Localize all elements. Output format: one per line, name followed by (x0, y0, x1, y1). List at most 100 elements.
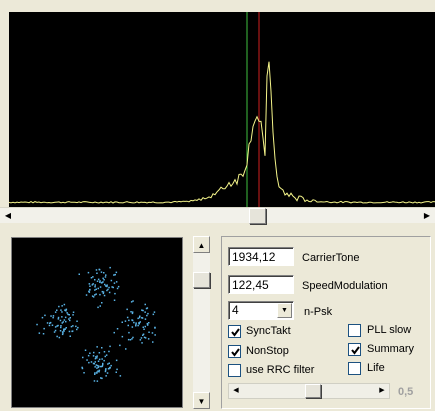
constellation-point (99, 280, 101, 282)
constellation-point (108, 362, 110, 364)
constellation-point (93, 363, 95, 365)
constellation-point (65, 308, 68, 311)
constellation-point (90, 277, 93, 279)
constellation-point (86, 359, 88, 361)
spectrum-display[interactable] (9, 12, 435, 207)
constellation-point (54, 329, 57, 332)
constellation-point (115, 359, 118, 362)
spectrum-scrollbar[interactable]: ◀ ▶ (0, 207, 435, 224)
constellation-point (103, 351, 106, 353)
constellation-point (70, 325, 73, 328)
constellation-point (90, 361, 93, 363)
constellation-point (131, 326, 134, 328)
carrier-tone-input[interactable] (228, 247, 294, 266)
constellation-point (142, 326, 144, 328)
constellation-point (85, 294, 88, 296)
constellation-point (144, 303, 146, 306)
constellation-point (125, 348, 127, 350)
constellation-point (97, 366, 100, 369)
spectrum-scroll-thumb[interactable] (249, 208, 266, 224)
constellation-point (116, 287, 119, 290)
constellation-point (113, 274, 115, 276)
scroll-right-arrow[interactable]: ▶ (423, 211, 431, 220)
life-checkbox[interactable] (348, 362, 361, 375)
constellation-point (88, 283, 91, 285)
constellation-point (143, 336, 146, 339)
constellation-point (130, 311, 132, 313)
chevron-down-icon[interactable]: ▼ (277, 303, 292, 318)
constellation-point (105, 274, 107, 276)
slider-right-arrow[interactable]: ▶ (379, 387, 385, 394)
constellation-point (104, 370, 107, 373)
constellation-point (104, 369, 107, 371)
constellation-point (130, 301, 133, 303)
controls-panel: CarrierTone SpeedModulation 4 ▼ n-Psk Sy… (221, 236, 431, 409)
constellation-point (138, 322, 140, 324)
constellation-point (92, 276, 94, 278)
vertical-scroll-thumb[interactable] (193, 272, 210, 288)
constellation-point (152, 341, 154, 343)
constellation-point (139, 315, 141, 317)
nonstop-label: NonStop (246, 345, 289, 357)
constellation-point (94, 284, 96, 286)
constellation-point (96, 355, 98, 357)
constellation-point (119, 344, 121, 347)
constellation-point (50, 315, 52, 317)
constellation-point (48, 324, 51, 327)
constellation-point (121, 335, 124, 338)
constellation-point (52, 316, 54, 319)
constellation-point (113, 299, 116, 301)
constellation-point (108, 291, 111, 294)
constellation-point (56, 335, 58, 338)
constellation-point (66, 312, 68, 314)
constellation-point (88, 361, 90, 364)
constellation-point (144, 318, 147, 320)
constellation-point (98, 369, 101, 372)
constellation-point (95, 364, 97, 366)
value-slider[interactable]: ◀ ▶ (228, 383, 390, 399)
constellation-point (109, 367, 111, 369)
scroll-left-arrow[interactable]: ◀ (4, 211, 12, 220)
constellation-point (104, 276, 107, 278)
constellation-point (94, 289, 96, 291)
constellation-point (112, 286, 114, 289)
constellation-point (97, 306, 99, 309)
scroll-down-arrow[interactable]: ▼ (193, 392, 210, 409)
constellation-point (109, 345, 111, 348)
constellation-point (61, 311, 63, 313)
constellation-point (68, 314, 70, 316)
constellation-point (110, 279, 113, 282)
constellation-point (64, 328, 66, 330)
slider-thumb[interactable] (305, 384, 321, 398)
nonstop-checkbox[interactable] (228, 345, 241, 358)
constellation-point (106, 285, 108, 288)
constellation-point (89, 289, 91, 291)
constellation-point (83, 372, 85, 374)
spectrum-trace (9, 61, 435, 204)
summary-checkbox[interactable] (348, 343, 361, 356)
constellation-point (69, 335, 71, 337)
constellation-point (93, 351, 95, 354)
constellation-point (95, 356, 97, 358)
constellation-point (65, 310, 67, 312)
scroll-up-arrow[interactable]: ▲ (193, 236, 210, 253)
constellation-point (72, 325, 74, 327)
slider-left-arrow[interactable]: ◀ (233, 387, 239, 394)
constellation-point (69, 319, 71, 322)
speed-modulation-input[interactable] (228, 275, 294, 294)
constellation-point (61, 333, 64, 336)
vertical-scrollbar[interactable]: ▲ ▼ (193, 236, 210, 409)
constellation-point (96, 364, 99, 367)
summary-label: Summary (367, 343, 415, 355)
synctakt-checkbox[interactable] (228, 325, 241, 338)
constellation-point (100, 282, 103, 284)
constellation-point (137, 317, 139, 320)
constellation-point (63, 319, 66, 321)
constellation-point (42, 333, 45, 335)
constellation-point (64, 309, 66, 311)
npsk-select[interactable]: 4 ▼ (228, 301, 294, 320)
constellation-point (63, 328, 65, 330)
constellation-point (99, 305, 101, 307)
pll-slow-checkbox[interactable] (348, 324, 361, 337)
use-rrc-filter-checkbox[interactable] (228, 364, 241, 377)
